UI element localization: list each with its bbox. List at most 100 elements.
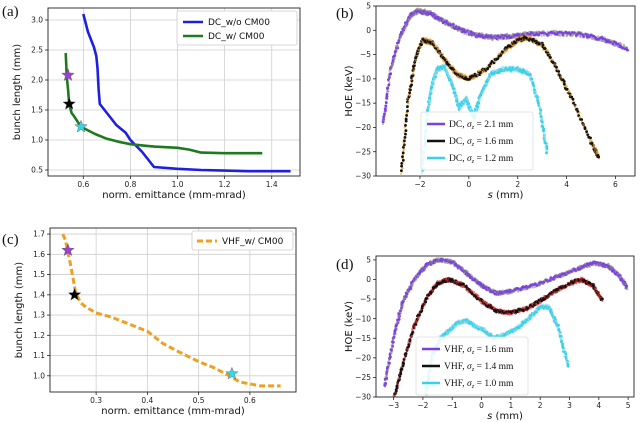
x-tick-label: 1.4: [266, 180, 278, 189]
scatter-point: [541, 43, 545, 47]
scatter-point-edge: [547, 33, 551, 37]
scatter-point: [404, 352, 408, 355]
scatter-point-edge: [392, 61, 395, 64]
scatter-point: [406, 109, 409, 113]
y-tick-label: −10: [355, 314, 371, 323]
scatter-point-edge: [400, 305, 403, 309]
scatter-point-edge: [579, 36, 583, 39]
scatter-point-edge: [437, 47, 440, 50]
y-tick-label: −5: [360, 50, 371, 59]
scatter-point-edge: [568, 269, 571, 272]
scatter-point-edge: [457, 29, 460, 33]
scatter-point-edge: [391, 64, 394, 67]
x-tick-label: 0.6: [244, 396, 256, 405]
scatter-point-edge: [383, 119, 386, 123]
scatter-point: [403, 136, 407, 139]
scatter-point: [408, 338, 412, 341]
scatter-point: [387, 83, 391, 87]
panel-label: (b): [336, 6, 354, 22]
scatter-point-edge: [618, 41, 621, 45]
scatter-point-edge: [446, 71, 449, 74]
scatter-point: [476, 105, 479, 109]
scatter-point: [389, 72, 393, 76]
scatter-point-edge: [601, 40, 605, 43]
axes-frame: [49, 227, 297, 393]
scatter-point: [543, 47, 547, 50]
series-line-0: [61, 233, 281, 388]
scatter-point: [542, 129, 545, 133]
scatter-point: [425, 297, 429, 300]
scatter-point-edge: [551, 58, 554, 62]
scatter-point-edge: [592, 144, 596, 147]
scatter-point-edge: [533, 86, 536, 89]
series-scatter-0: [381, 7, 630, 126]
scatter-point-edge: [596, 151, 599, 154]
scatter-point: [400, 162, 404, 165]
scatter-point: [400, 367, 404, 371]
scatter-point-edge: [493, 290, 496, 293]
scatter-point-edge: [396, 321, 399, 324]
scatter-point-edge: [558, 34, 561, 37]
legend-box: [191, 230, 294, 251]
scatter-point-edge: [565, 85, 568, 88]
scatter-point: [549, 56, 552, 59]
scatter-point-edge: [476, 279, 479, 282]
x-tick-label: 4: [596, 401, 601, 410]
scatter-point: [562, 80, 566, 83]
scatter-point: [528, 73, 532, 76]
scatter-point-edge: [446, 59, 449, 62]
panel-d: (d) 50−5−10−15−20−25−30−3 −2 −1 0 1 2 3 4 5s (mm)…: [336, 256, 635, 422]
scatter-point-edge: [394, 332, 397, 335]
legend-box: [176, 10, 298, 46]
scatter-point: [387, 78, 390, 81]
scatter-point-edge: [578, 111, 581, 114]
scatter-point: [394, 328, 397, 331]
scatter-point-edge: [465, 33, 468, 36]
scatter-point-edge: [413, 68, 416, 71]
scatter-point: [405, 114, 408, 117]
scatter-point: [397, 317, 401, 321]
scatter-point-edge: [388, 75, 391, 78]
scatter-point-edge: [391, 346, 394, 350]
x-tick-label: 0.3: [90, 396, 102, 405]
y-tick-label: 1.7: [33, 230, 45, 239]
y-tick-label: −15: [355, 99, 371, 108]
y-tick-label: 3.0: [31, 16, 43, 25]
legend-label: DC_w/ CM00: [208, 32, 265, 42]
y-tick-label: 1.0: [31, 136, 43, 145]
scatter-point-edge: [381, 123, 385, 126]
scatter-point-edge: [396, 382, 399, 385]
scatter-point: [428, 96, 432, 100]
scatter-point: [496, 57, 500, 60]
panel-label: (c): [2, 232, 19, 248]
scatter-point: [540, 120, 544, 124]
scatter-point-edge: [432, 82, 435, 85]
scatter-point: [537, 101, 540, 105]
star-marker-1: [62, 96, 76, 110]
scatter-point: [388, 361, 391, 365]
scatter-point: [585, 130, 589, 134]
scatter-point-edge: [582, 123, 585, 126]
scatter-point-edge: [385, 372, 388, 375]
scatter-point-edge: [573, 106, 577, 109]
scatter-point: [410, 83, 413, 87]
scatter-point: [516, 287, 520, 290]
scatter-point-edge: [534, 91, 538, 94]
scatter-point: [530, 77, 534, 81]
scatter-point-edge: [448, 21, 451, 24]
scatter-point-edge: [463, 32, 466, 35]
scatter-point: [401, 155, 404, 159]
scatter-point: [536, 95, 539, 99]
scatter-point: [589, 136, 592, 140]
scatter-point: [382, 115, 386, 118]
scatter-point-edge: [428, 94, 431, 97]
scatter-point-edge: [413, 327, 416, 330]
x-axis-label: norm. emittance (mm-mrad): [102, 190, 246, 201]
scatter-point: [389, 348, 393, 352]
legend-label: DC_w/o CM00: [208, 18, 270, 28]
scatter-point-edge: [405, 22, 408, 25]
scatter-point: [404, 132, 407, 136]
axes-frame: [375, 5, 636, 177]
x-tick-label: 2: [515, 180, 520, 189]
